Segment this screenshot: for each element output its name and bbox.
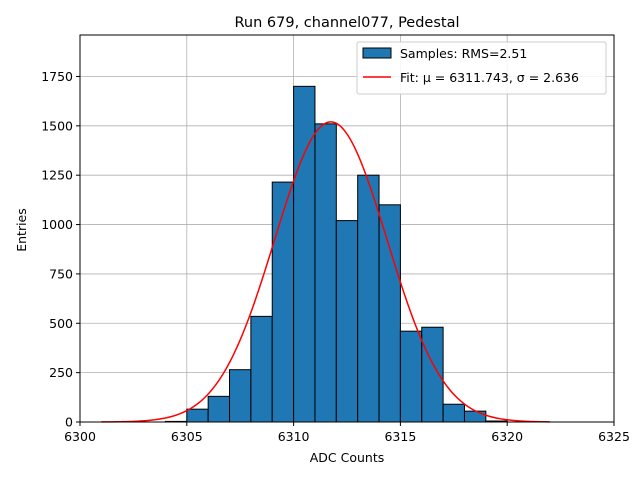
y-tick-label: 500: [49, 316, 73, 331]
histogram-bar: [399, 330, 423, 423]
y-tick-label: 1250: [41, 168, 73, 183]
histogram-bar: [186, 408, 209, 423]
y-tick-label: 250: [49, 365, 73, 380]
histogram-bar: [271, 181, 295, 423]
x-tick-label: 6325: [598, 429, 630, 444]
y-tick-label: 1500: [41, 118, 73, 133]
x-tick-label: 6305: [171, 429, 203, 444]
histogram-bar: [335, 220, 359, 423]
histogram-bar: [314, 123, 337, 423]
x-tick-label: 6315: [384, 429, 416, 444]
x-axis-ticks: 6300 6305 6310 6315 6320 6325: [64, 422, 630, 444]
chart-title: Run 679, channel077, Pedestal: [234, 15, 459, 31]
x-axis-label: ADC Counts: [310, 450, 385, 465]
y-axis-ticks: 0 250 500 750 1000 1250 1500 1750: [41, 69, 80, 430]
histogram-bar: [442, 403, 465, 423]
legend-histogram-label: Samples: RMS=2.51: [400, 46, 527, 61]
legend-fit-label: Fit: μ = 6311.743, σ = 2.636: [400, 70, 579, 85]
legend-histogram-swatch: [362, 47, 392, 59]
histogram-bar: [229, 369, 252, 423]
histogram-bar: [207, 395, 231, 423]
y-tick-label: 0: [65, 415, 73, 430]
histogram-bar: [293, 85, 316, 423]
y-tick-label: 1750: [41, 69, 73, 84]
x-tick-label: 6310: [278, 429, 310, 444]
x-tick-label: 6300: [64, 429, 96, 444]
y-tick-label: 1000: [41, 217, 73, 232]
histogram-bar: [250, 315, 273, 423]
histogram-bar: [357, 174, 380, 423]
y-axis-label: Entries: [14, 208, 29, 252]
legend: Samples: RMS=2.51 Fit: μ = 6311.743, σ =…: [356, 41, 607, 95]
plot-frame: [79, 34, 615, 423]
histogram-bar: [463, 410, 487, 423]
legend-box: [356, 41, 607, 95]
histogram-bar: [378, 204, 401, 423]
histogram-bar: [421, 326, 444, 423]
x-tick-label: 6320: [491, 429, 523, 444]
fit-curve: [101, 121, 550, 423]
histogram-bars: [164, 85, 508, 423]
y-tick-label: 750: [49, 266, 73, 281]
